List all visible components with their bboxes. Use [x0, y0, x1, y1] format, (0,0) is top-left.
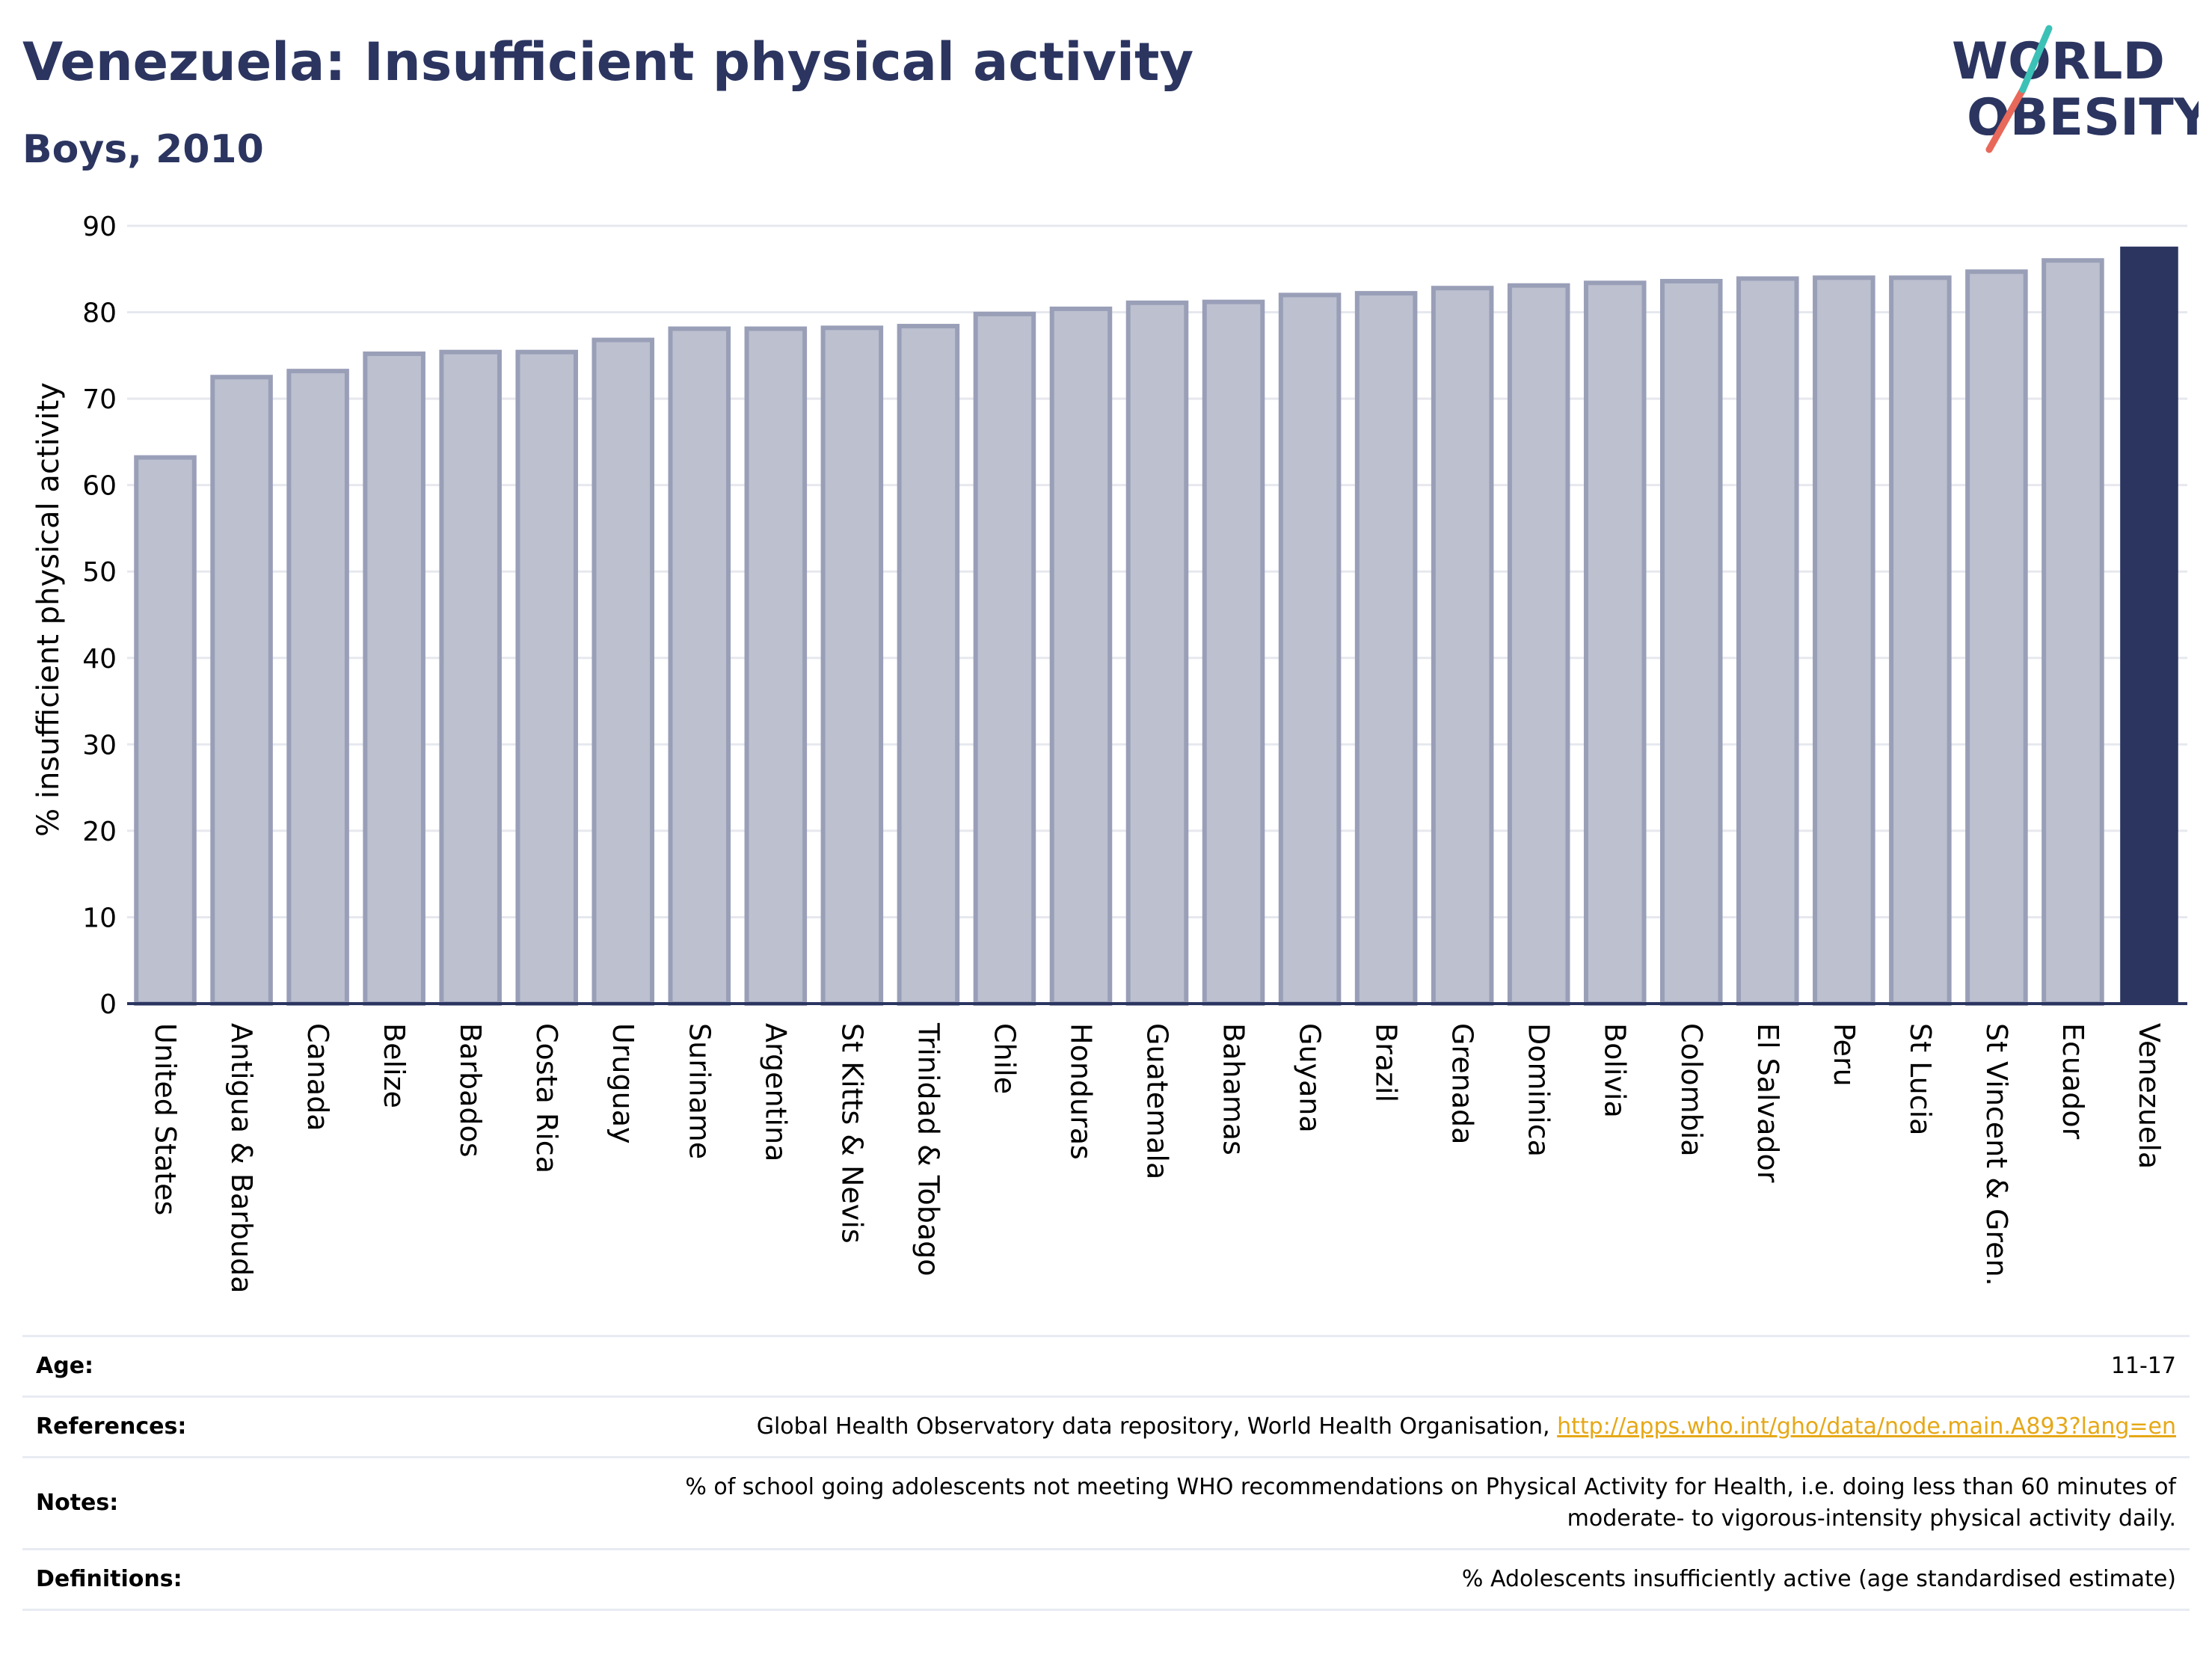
x-tick-label: Costa Rica	[530, 1023, 563, 1173]
world-obesity-logo: WORLD OBESITY	[1952, 25, 2199, 153]
x-tick-label: Guatemala	[1141, 1023, 1174, 1179]
bar-argentina	[744, 326, 808, 1006]
x-tick-label: Grenada	[1446, 1023, 1479, 1144]
chart-subtitle: Boys, 2010	[22, 127, 264, 172]
bar-costa-rica	[515, 349, 578, 1006]
bar-belize	[363, 351, 425, 1006]
notes-line1: % of school going adolescents not meetin…	[685, 1474, 2176, 1500]
bar-dominica	[1507, 283, 1570, 1006]
x-tick-label: Antigua & Barbuda	[225, 1023, 258, 1293]
x-tick-label: Ecuador	[2056, 1023, 2089, 1140]
bar-brazil	[1354, 291, 1418, 1006]
bar-uruguay	[592, 337, 655, 1006]
y-tick-label: 40	[82, 644, 117, 675]
y-tick-label: 0	[99, 989, 117, 1020]
y-axis-label: % insufficient physical activity	[31, 382, 66, 837]
x-tick-label: Honduras	[1064, 1023, 1097, 1160]
bar-chart: 0 10 20 30 40 50 60 70 80 90 United States Antigua…	[31, 212, 2187, 1293]
logo-slash-red	[1985, 86, 2027, 153]
references-label: References:	[36, 1413, 187, 1440]
logo-line1: WORLD	[1952, 32, 2165, 91]
x-tick-label: Suriname	[683, 1023, 716, 1159]
x-tick-label: Venezuela	[2133, 1023, 2166, 1169]
x-tick-label: Bahamas	[1217, 1023, 1250, 1155]
x-tick-label: Trinidad & Tobago	[912, 1022, 944, 1277]
bar-st-kitts-nevis	[820, 325, 884, 1007]
y-tick-labels: 0 10 20 30 40 50 60 70 80 90	[82, 212, 117, 1020]
chart-title: Venezuela: Insufficient physical activit…	[22, 31, 1194, 93]
info-row-notes: Notes: % of school going adolescents not…	[22, 1456, 2190, 1548]
bar-trinidad-tobago	[897, 324, 960, 1006]
notes-line2: moderate- to vigorous-intensity physical…	[1567, 1505, 2176, 1532]
bar-venezuela	[2120, 246, 2178, 1004]
notes-value: % of school going adolescents not meetin…	[305, 1472, 2176, 1535]
x-tick-label: Belize	[378, 1023, 411, 1108]
x-tick-label: Peru	[1828, 1023, 1861, 1087]
x-tick-labels: United States Antigua & Barbuda Canada Beli…	[149, 1022, 2166, 1293]
x-tick-label: St Lucia	[1904, 1023, 1937, 1135]
bar-united-states	[134, 455, 197, 1006]
notes-label: Notes:	[36, 1490, 119, 1516]
bar-guatemala	[1125, 300, 1189, 1007]
x-tick-label: United States	[149, 1023, 182, 1215]
x-tick-label: Barbados	[454, 1023, 487, 1158]
info-row-definitions: Definitions: % Adolescents insufficientl…	[22, 1548, 2190, 1611]
bar-barbados	[439, 349, 502, 1006]
x-tick-label: Bolivia	[1599, 1023, 1632, 1118]
x-tick-label: Colombia	[1675, 1023, 1708, 1157]
logo-slash-teal	[2019, 25, 2053, 93]
x-tick-label: Canada	[301, 1023, 334, 1132]
references-text: Global Health Observatory data repositor…	[756, 1413, 1550, 1440]
info-row-references: References: Global Health Observatory da…	[22, 1395, 2190, 1456]
definitions-label: Definitions:	[36, 1566, 182, 1592]
y-tick-label: 50	[82, 557, 117, 588]
x-tick-label: Guyana	[1294, 1023, 1327, 1133]
references-link[interactable]: http://apps.who.int/gho/data/node.main.A…	[1557, 1413, 2176, 1440]
bar-antigua-barbuda	[210, 375, 273, 1006]
x-tick-label: St Kitts & Nevis	[835, 1023, 868, 1244]
y-tick-label: 70	[82, 384, 117, 415]
bar-el-salvador	[1736, 276, 1799, 1006]
bar-canada	[286, 369, 349, 1006]
bar-ecuador	[2042, 258, 2104, 1006]
bar-bolivia	[1583, 280, 1647, 1006]
bar-honduras	[1049, 306, 1113, 1006]
x-tick-label: Argentina	[759, 1023, 792, 1161]
bar-suriname	[668, 326, 731, 1006]
y-tick-label: 10	[82, 903, 117, 933]
y-tick-label: 90	[82, 212, 117, 242]
bar-st-vincent-gren	[1965, 269, 2028, 1006]
bar-colombia	[1659, 278, 1723, 1006]
x-tick-label: Dominica	[1523, 1023, 1555, 1157]
references-value: Global Health Observatory data repositor…	[305, 1411, 2176, 1443]
bar-chile	[973, 311, 1036, 1007]
definitions-value: % Adolescents insufficiently active (age…	[1461, 1566, 2176, 1592]
y-tick-label: 20	[82, 817, 117, 847]
y-tick-label: 60	[82, 471, 117, 502]
y-tick-label: 30	[82, 730, 117, 761]
bar-grenada	[1431, 286, 1494, 1006]
x-tick-label: Chile	[988, 1023, 1021, 1094]
bar-guyana	[1278, 292, 1342, 1006]
bars	[134, 246, 2178, 1007]
info-table: Age: 11-17 References: Global Health Obs…	[22, 1335, 2190, 1611]
bar-bahamas	[1202, 299, 1265, 1006]
x-tick-label: El Salvador	[1751, 1023, 1784, 1183]
info-row-age: Age: 11-17	[22, 1335, 2190, 1395]
age-label: Age:	[36, 1353, 94, 1379]
x-tick-label: Uruguay	[606, 1023, 639, 1144]
y-tick-label: 80	[82, 298, 117, 329]
bar-st-lucia	[1889, 275, 1952, 1007]
x-tick-label: St Vincent & Gren.	[1980, 1023, 2013, 1286]
age-value: 11-17	[2110, 1353, 2176, 1379]
x-tick-label: Brazil	[1370, 1023, 1403, 1102]
bar-peru	[1813, 275, 1875, 1007]
